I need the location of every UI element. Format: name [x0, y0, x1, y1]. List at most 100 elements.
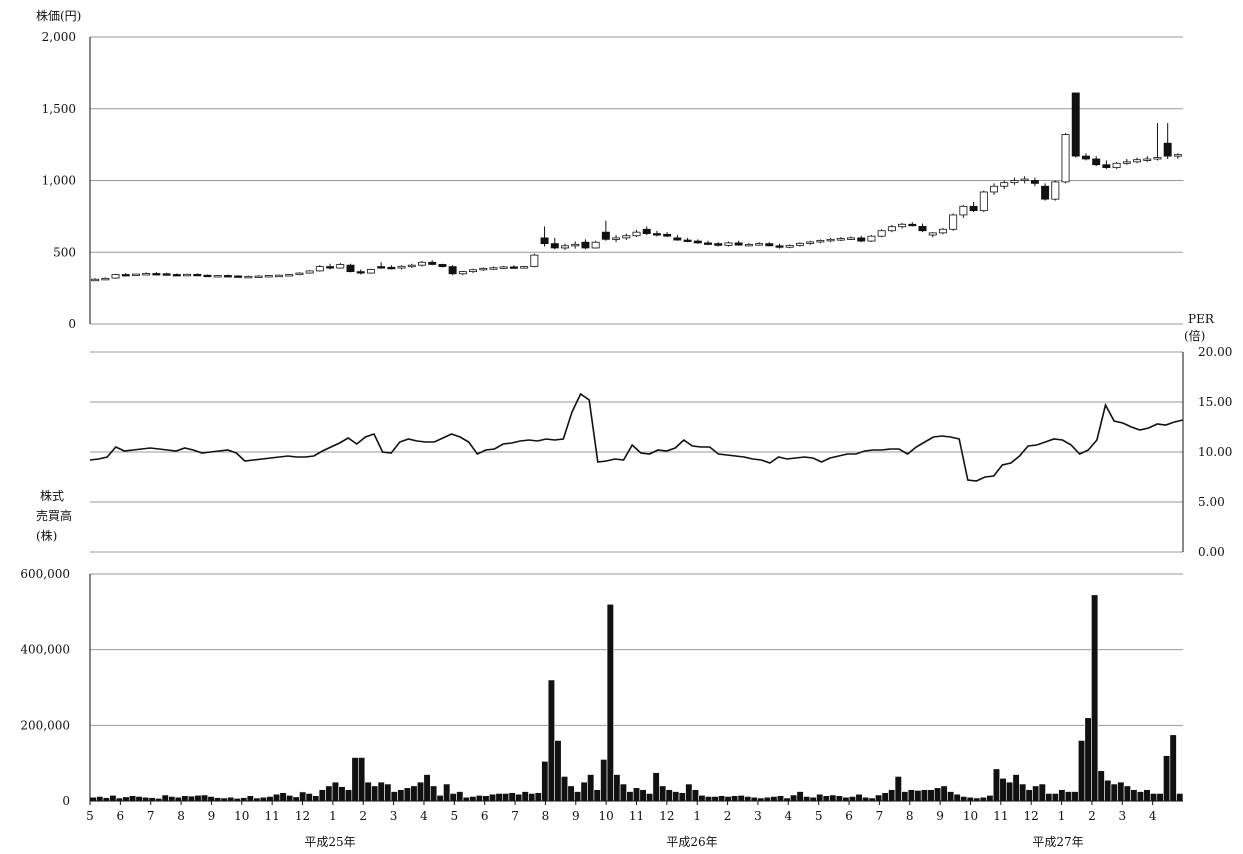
candle-down [387, 266, 396, 270]
month-label: 2 [359, 809, 367, 823]
volume-bar [881, 792, 889, 802]
volume-bar [1077, 740, 1086, 802]
volume-bar [449, 793, 457, 802]
volume-bar [920, 789, 929, 802]
volume-bar [790, 794, 798, 802]
volume-bar [305, 793, 313, 802]
candle-up [826, 238, 835, 242]
candle-down [673, 237, 682, 241]
candle-up [561, 245, 569, 249]
month-label: 6 [117, 809, 125, 823]
volume-bar [816, 793, 824, 802]
candle-up [489, 267, 498, 270]
volume-bar [96, 796, 104, 802]
month-label: 3 [754, 809, 762, 823]
candle-down [162, 273, 171, 276]
volume-bar [652, 772, 660, 802]
candle-up [275, 274, 283, 278]
price-tick-label: 0 [68, 317, 76, 331]
price-tick-label: 500 [53, 245, 76, 259]
candle-down [734, 242, 743, 246]
volume-axis-title-line3: (株) [36, 528, 57, 543]
volume-bar [953, 793, 961, 802]
candle-up [622, 235, 631, 239]
candle-down [509, 266, 518, 269]
volume-bar [266, 796, 274, 802]
candle-up [458, 271, 467, 275]
volume-bar [292, 796, 300, 802]
volume-tick-label: 400,000 [20, 643, 70, 657]
volume-bar [488, 793, 497, 802]
month-label: 1 [1058, 809, 1066, 823]
volume-bar [331, 781, 340, 802]
volume-bar [371, 785, 379, 802]
volume-bar [750, 796, 758, 802]
month-label: 5 [451, 809, 459, 823]
per-axis-title-line1: PER [1188, 312, 1215, 326]
grid-lines [90, 36, 1183, 802]
candle-up [744, 243, 753, 247]
per-tick-label: 10.00 [1198, 445, 1232, 459]
volume-bar [979, 796, 987, 802]
volume-bar [1163, 755, 1171, 802]
candle-down [1092, 158, 1101, 166]
candle-up [632, 231, 641, 237]
candle-down [540, 237, 549, 245]
volume-bar [711, 796, 719, 802]
candle-up [877, 230, 886, 237]
candle-down [918, 226, 927, 232]
axes [89, 37, 1184, 805]
volume-bar [593, 789, 601, 802]
candle-up [285, 274, 294, 277]
volume-bar [135, 796, 143, 802]
year-label: 平成26年 [666, 835, 717, 849]
candle-up [867, 235, 876, 242]
month-label: 12 [295, 809, 310, 823]
volume-bar [1084, 717, 1092, 802]
volume-bar [423, 774, 431, 802]
month-label: 5 [86, 809, 94, 823]
month-label: 4 [420, 809, 428, 823]
volume-bar [567, 785, 575, 802]
volume-bar [351, 757, 359, 802]
volume-bar [528, 793, 536, 802]
candle-down [193, 273, 202, 277]
volume-bar [240, 797, 248, 802]
volume-bar [619, 783, 627, 802]
volume-bar [207, 796, 215, 802]
volume-bar [1012, 774, 1020, 802]
candle-down [969, 205, 978, 212]
volume-bar [299, 791, 307, 802]
candle-up [591, 241, 600, 249]
candle-up [397, 265, 406, 269]
candle-down [765, 243, 774, 247]
month-label: 10 [234, 809, 249, 823]
candle-up [836, 238, 845, 241]
volume-bar [1104, 779, 1112, 802]
volume-bar [89, 796, 97, 802]
volume-bar [161, 794, 169, 802]
volume-bar [999, 777, 1007, 802]
volume-bar [947, 791, 955, 802]
volume-bar [587, 774, 595, 802]
candle-down [438, 264, 447, 268]
year-label: 平成27年 [1032, 835, 1083, 849]
volume-bar [986, 795, 994, 802]
volume-bar [227, 796, 235, 802]
month-label: 4 [1149, 809, 1157, 823]
volume-bar [279, 792, 287, 802]
candle-up [142, 273, 151, 276]
per-line-series [89, 392, 1184, 482]
candle-up [898, 223, 907, 228]
volume-bar [1156, 793, 1164, 802]
candle-down [448, 266, 457, 275]
volume-bar [312, 795, 320, 802]
candle-up [795, 242, 804, 246]
candle-up [612, 237, 621, 240]
candle-down [857, 237, 866, 242]
candle-down [346, 264, 355, 273]
volume-bar [515, 793, 523, 802]
volume-bar [1117, 781, 1125, 802]
volume-bar [600, 759, 608, 802]
volume-bar [1005, 781, 1014, 802]
